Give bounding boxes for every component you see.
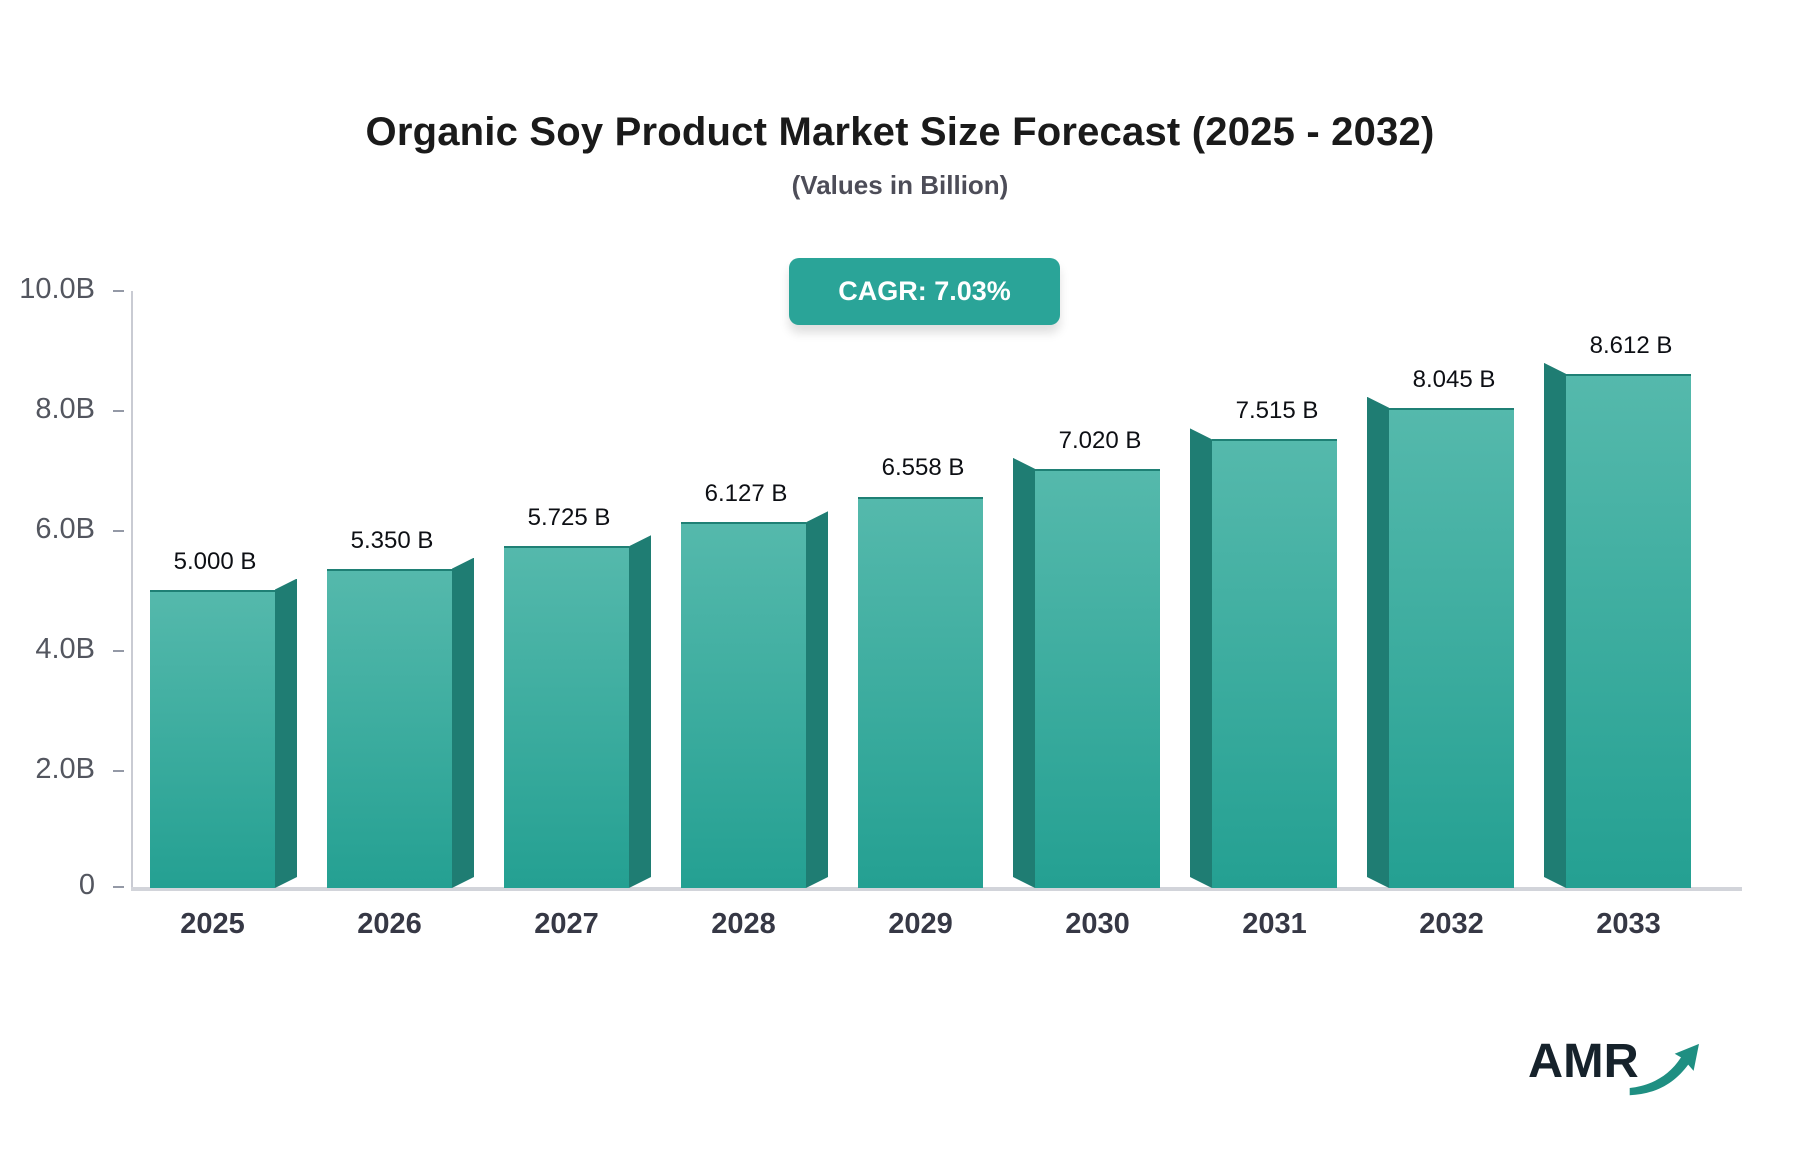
svg-text:AMR: AMR: [1528, 1034, 1639, 1088]
